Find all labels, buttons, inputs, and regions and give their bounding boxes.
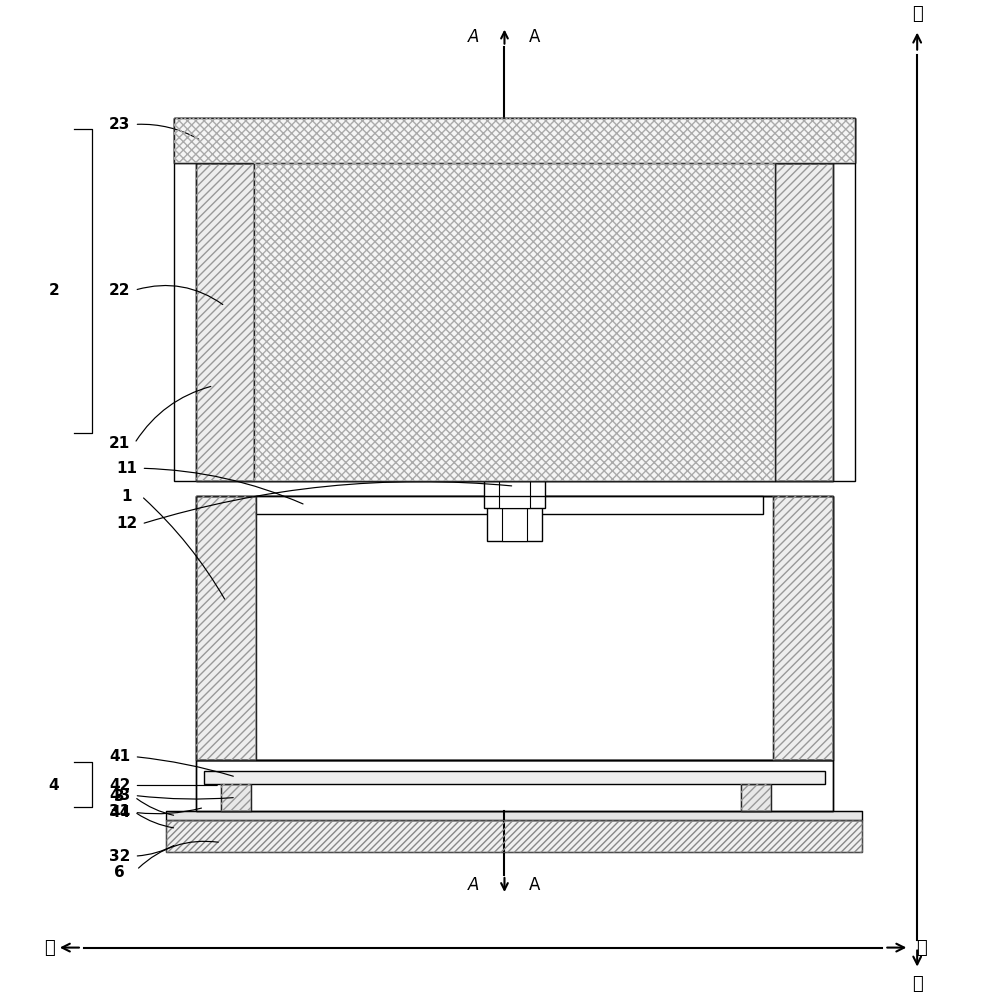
Bar <box>221 784 251 811</box>
Bar <box>254 163 775 481</box>
Bar <box>167 820 862 852</box>
Bar <box>196 163 254 481</box>
Bar <box>196 496 256 760</box>
Text: 21: 21 <box>109 436 130 451</box>
Bar <box>773 496 832 760</box>
Text: A: A <box>529 876 540 894</box>
Text: 31: 31 <box>109 804 130 819</box>
Bar <box>741 784 771 811</box>
Bar <box>174 118 854 163</box>
Bar <box>196 760 832 811</box>
Text: 44: 44 <box>109 805 130 820</box>
Bar <box>174 118 854 163</box>
Text: 22: 22 <box>109 283 130 298</box>
Text: A: A <box>469 876 480 894</box>
Text: 上: 上 <box>912 5 922 23</box>
Bar <box>167 811 862 820</box>
Text: 43: 43 <box>109 788 130 803</box>
Text: 6: 6 <box>114 865 125 880</box>
Text: 11: 11 <box>116 461 137 476</box>
Bar <box>196 496 256 760</box>
Bar <box>775 163 832 481</box>
Bar <box>174 118 854 163</box>
Bar <box>256 496 773 760</box>
Text: 1: 1 <box>121 489 132 504</box>
Bar <box>167 820 862 852</box>
Text: A: A <box>469 28 480 46</box>
Text: 12: 12 <box>116 516 137 531</box>
Bar <box>174 118 854 481</box>
Bar <box>741 784 771 811</box>
Bar <box>204 771 825 784</box>
Bar <box>196 760 832 811</box>
Bar <box>196 163 832 481</box>
Text: A: A <box>529 28 540 46</box>
Bar <box>775 163 832 481</box>
Text: 左: 左 <box>45 939 55 957</box>
Bar <box>773 496 832 760</box>
Bar <box>256 496 763 514</box>
Bar <box>254 163 775 481</box>
Text: 4: 4 <box>49 778 59 793</box>
Text: 42: 42 <box>109 778 130 793</box>
Bar <box>501 488 526 541</box>
Text: 3: 3 <box>114 789 125 804</box>
Text: 2: 2 <box>49 283 59 298</box>
Text: 23: 23 <box>109 117 130 132</box>
Bar <box>221 784 251 811</box>
Text: 右: 右 <box>916 939 927 957</box>
Bar <box>485 453 544 508</box>
Bar <box>500 453 529 508</box>
Bar <box>196 496 832 760</box>
Text: 32: 32 <box>109 849 130 864</box>
Text: 下: 下 <box>912 975 922 993</box>
Bar <box>196 163 254 481</box>
Bar <box>196 496 832 760</box>
Text: 41: 41 <box>109 749 130 764</box>
Bar <box>488 488 541 541</box>
